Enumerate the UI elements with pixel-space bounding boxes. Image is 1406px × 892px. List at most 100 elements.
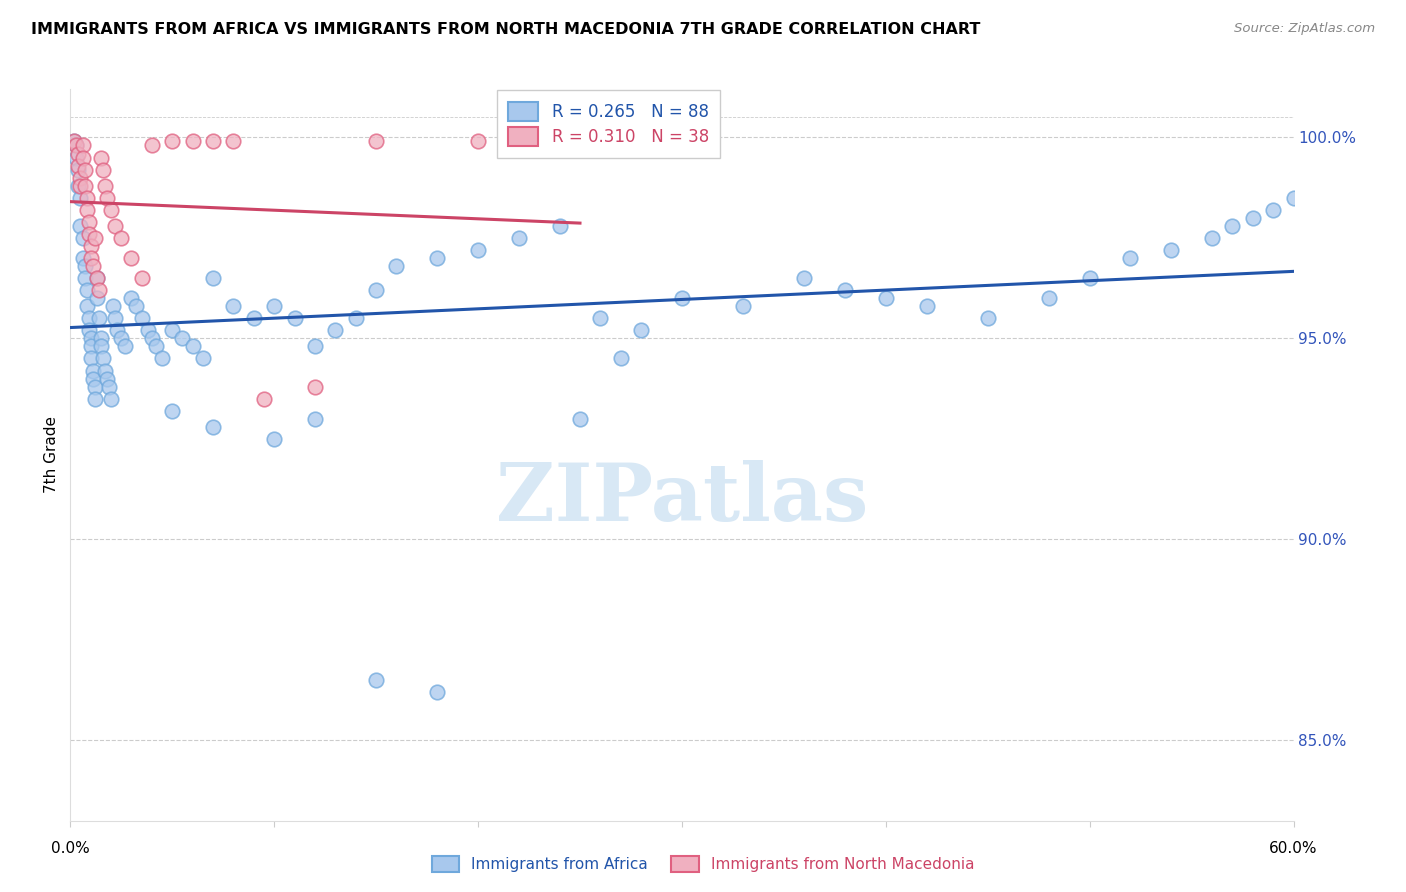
- Point: [181, 339, 204, 353]
- Point: [91, 162, 114, 177]
- Point: [82, 259, 104, 273]
- Point: [67, 146, 90, 161]
- Point: [222, 299, 245, 313]
- Legend: R = 0.265   N = 88, R = 0.310   N = 38: R = 0.265 N = 88, R = 0.310 N = 38: [496, 90, 720, 158]
- Point: [671, 291, 693, 305]
- Point: [100, 392, 122, 406]
- Point: [105, 323, 128, 337]
- Point: [1201, 231, 1223, 245]
- Point: [1119, 251, 1142, 265]
- Point: [323, 323, 347, 337]
- Point: [77, 311, 100, 326]
- Point: [76, 299, 98, 313]
- Point: [344, 311, 367, 326]
- Point: [976, 311, 998, 326]
- Point: [366, 135, 388, 149]
- Point: [110, 231, 132, 245]
- Point: [72, 231, 94, 245]
- Point: [73, 271, 96, 285]
- Point: [875, 291, 897, 305]
- Y-axis label: 7th Grade: 7th Grade: [44, 417, 59, 493]
- Point: [253, 392, 276, 406]
- Point: [263, 432, 285, 446]
- Point: [72, 151, 94, 165]
- Point: [69, 191, 91, 205]
- Point: [121, 291, 143, 305]
- Point: [94, 178, 117, 193]
- Point: [96, 191, 118, 205]
- Point: [79, 239, 103, 253]
- Point: [1078, 271, 1101, 285]
- Point: [568, 411, 592, 425]
- Point: [263, 299, 285, 313]
- Point: [110, 331, 132, 345]
- Point: [90, 151, 112, 165]
- Point: [65, 151, 87, 165]
- Point: [630, 323, 652, 337]
- Point: [72, 138, 94, 153]
- Point: [304, 379, 326, 393]
- Point: [96, 371, 118, 385]
- Point: [79, 251, 103, 265]
- Point: [162, 135, 183, 149]
- Point: [366, 283, 388, 297]
- Point: [385, 259, 408, 273]
- Point: [73, 259, 96, 273]
- Point: [72, 251, 94, 265]
- Point: [101, 299, 124, 313]
- Point: [426, 685, 449, 699]
- Point: [222, 135, 245, 149]
- Point: [83, 392, 105, 406]
- Point: [73, 162, 96, 177]
- Point: [77, 215, 100, 229]
- Point: [131, 271, 153, 285]
- Point: [73, 178, 96, 193]
- Point: [82, 363, 104, 377]
- Point: [67, 159, 90, 173]
- Point: [243, 311, 266, 326]
- Point: [731, 299, 754, 313]
- Point: [77, 227, 100, 241]
- Point: [610, 351, 633, 366]
- Point: [548, 219, 571, 233]
- Point: [87, 283, 110, 297]
- Point: [90, 339, 112, 353]
- Point: [284, 311, 307, 326]
- Point: [82, 371, 104, 385]
- Point: [69, 219, 91, 233]
- Point: [467, 243, 489, 257]
- Point: [191, 351, 214, 366]
- Point: [65, 138, 87, 153]
- Point: [172, 331, 194, 345]
- Point: [98, 379, 121, 393]
- Point: [136, 323, 159, 337]
- Text: 0.0%: 0.0%: [51, 841, 90, 855]
- Point: [100, 202, 122, 217]
- Point: [104, 311, 127, 326]
- Point: [79, 331, 103, 345]
- Point: [69, 178, 91, 193]
- Point: [141, 138, 163, 153]
- Point: [86, 271, 108, 285]
- Point: [202, 419, 225, 434]
- Point: [426, 251, 449, 265]
- Point: [162, 323, 183, 337]
- Point: [162, 403, 183, 417]
- Point: [76, 202, 98, 217]
- Point: [79, 339, 103, 353]
- Point: [77, 323, 100, 337]
- Point: [69, 170, 91, 185]
- Point: [76, 191, 98, 205]
- Text: 60.0%: 60.0%: [1270, 841, 1317, 855]
- Point: [121, 251, 143, 265]
- Point: [589, 311, 612, 326]
- Text: IMMIGRANTS FROM AFRICA VS IMMIGRANTS FROM NORTH MACEDONIA 7TH GRADE CORRELATION : IMMIGRANTS FROM AFRICA VS IMMIGRANTS FRO…: [31, 22, 980, 37]
- Point: [114, 339, 136, 353]
- Point: [83, 379, 105, 393]
- Point: [1263, 202, 1285, 217]
- Point: [65, 138, 87, 153]
- Point: [1220, 219, 1243, 233]
- Point: [83, 231, 105, 245]
- Point: [67, 178, 90, 193]
- Point: [94, 363, 117, 377]
